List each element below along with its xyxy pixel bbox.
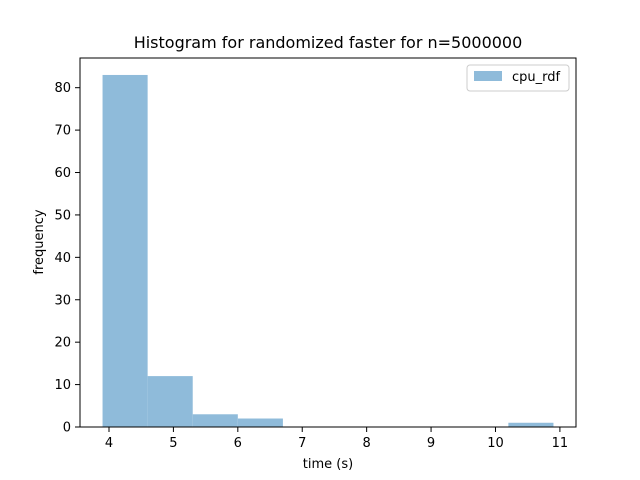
- x-tick-label: 6: [234, 436, 242, 451]
- x-tick-label: 4: [105, 436, 113, 451]
- histogram-bar-9: [508, 422, 554, 427]
- y-tick-label: 50: [54, 208, 71, 223]
- histogram-bar-0: [102, 74, 148, 427]
- x-tick-label: 8: [363, 436, 371, 451]
- histogram-bar-3: [237, 418, 283, 427]
- x-tick-label: 9: [427, 436, 435, 451]
- y-axis-label: frequency: [32, 209, 47, 275]
- y-tick-label: 70: [54, 124, 71, 139]
- legend-label-cpu-rdf: cpu_rdf: [512, 70, 561, 85]
- legend: cpu_rdf: [466, 64, 570, 92]
- y-tick-label: 40: [54, 251, 71, 266]
- x-tick-label: 10: [487, 436, 504, 451]
- y-tick-label: 30: [54, 293, 71, 308]
- histogram-bar-2: [192, 414, 238, 427]
- legend-swatch-cpu-rdf: [474, 71, 502, 81]
- y-tick-label: 20: [54, 336, 71, 351]
- x-axis-ticks: 4 5 6 7 8 9 10 11: [105, 427, 568, 451]
- y-tick-label: 60: [54, 166, 71, 181]
- bars-group: [102, 74, 554, 427]
- histogram-bar-1: [147, 376, 193, 427]
- x-axis-label: time (s): [303, 457, 353, 472]
- x-tick-label: 11: [552, 436, 569, 451]
- x-tick-label: 7: [298, 436, 306, 451]
- y-tick-label: 80: [54, 81, 71, 96]
- x-tick-label: 5: [169, 436, 177, 451]
- chart-title: Histogram for randomized faster for n=50…: [134, 33, 523, 52]
- y-tick-label: 10: [54, 378, 71, 393]
- plot-frame: [79, 57, 577, 428]
- y-tick-label: 0: [63, 421, 71, 436]
- y-axis-ticks: 0 10 20 30 40 50 60 70 80: [54, 81, 80, 436]
